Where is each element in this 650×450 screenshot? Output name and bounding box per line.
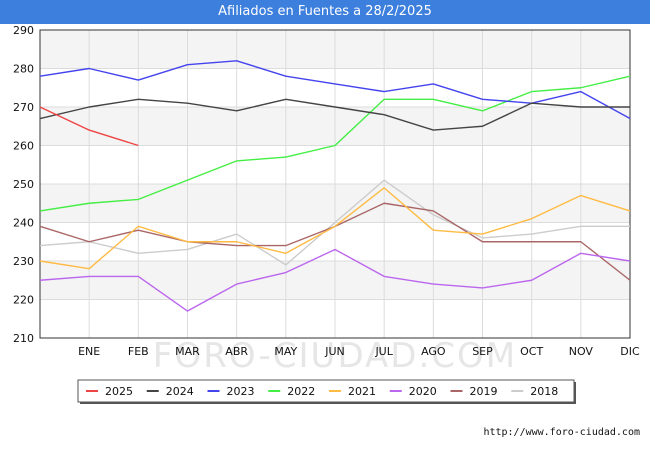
x-tick-label: MAR xyxy=(175,345,200,358)
watermark-text: FORO-CIUDAD.COM xyxy=(153,336,517,376)
plot-frame xyxy=(39,29,631,339)
legend-label-2023: 2023 xyxy=(227,385,255,398)
legend: 2025 2024 2023 2022 2021 2020 2019 2018 xyxy=(77,379,576,404)
x-tick-label: JUN xyxy=(324,345,345,358)
y-tick-label: 270 xyxy=(13,101,34,114)
source-link[interactable]: http://www.foro-ciudad.com xyxy=(483,427,640,438)
x-tick-label: ENE xyxy=(78,345,100,358)
legend-label-2021: 2021 xyxy=(348,385,376,398)
x-tick-label: AGO xyxy=(421,345,446,358)
series-line-2024 xyxy=(39,98,630,131)
y-tick-label: 290 xyxy=(13,24,34,37)
x-tick-label: NOV xyxy=(569,345,594,358)
series-line-2021 xyxy=(39,187,631,270)
chart-title: Afiliados en Fuentes a 28/2/2025 xyxy=(0,0,650,24)
legend-label-2018: 2018 xyxy=(530,385,558,398)
x-tick-label: MAY xyxy=(274,345,297,358)
x-tick-label: ABR xyxy=(225,345,248,358)
y-tick-label: 250 xyxy=(13,178,34,191)
x-tick-label: DIC xyxy=(620,345,640,358)
series-line-2025 xyxy=(39,106,139,147)
series-line-2018 xyxy=(39,179,630,266)
y-tick-label: 240 xyxy=(13,217,34,230)
y-tick-label: 220 xyxy=(13,294,34,307)
y-tick-label: 230 xyxy=(13,255,34,268)
x-tick-label: FEB xyxy=(128,345,149,358)
y-tick-label: 210 xyxy=(13,332,34,345)
x-tick-label: SEP xyxy=(472,345,493,358)
y-tick-label: 260 xyxy=(13,140,34,153)
legend-label-2020: 2020 xyxy=(409,385,437,398)
legend-label-2024: 2024 xyxy=(166,385,194,398)
x-tick-label: OCT xyxy=(520,345,543,358)
series-line-2022 xyxy=(39,75,631,212)
legend-label-2022: 2022 xyxy=(287,385,315,398)
legend-box xyxy=(77,379,575,403)
legend-label-2019: 2019 xyxy=(470,385,498,398)
y-axis: 210 220 230 240 250 260 270 280 290 xyxy=(13,24,34,345)
x-tick-label: JUL xyxy=(374,345,393,358)
series-line-2020 xyxy=(39,248,631,312)
y-tick-label: 280 xyxy=(13,63,34,76)
legend-label-2025: 2025 xyxy=(105,385,133,398)
x-axis: ENE FEB MAR ABR MAY JUN JUL AGO SEP OCT NOV DIC xyxy=(78,345,640,358)
series-lines xyxy=(39,60,631,312)
